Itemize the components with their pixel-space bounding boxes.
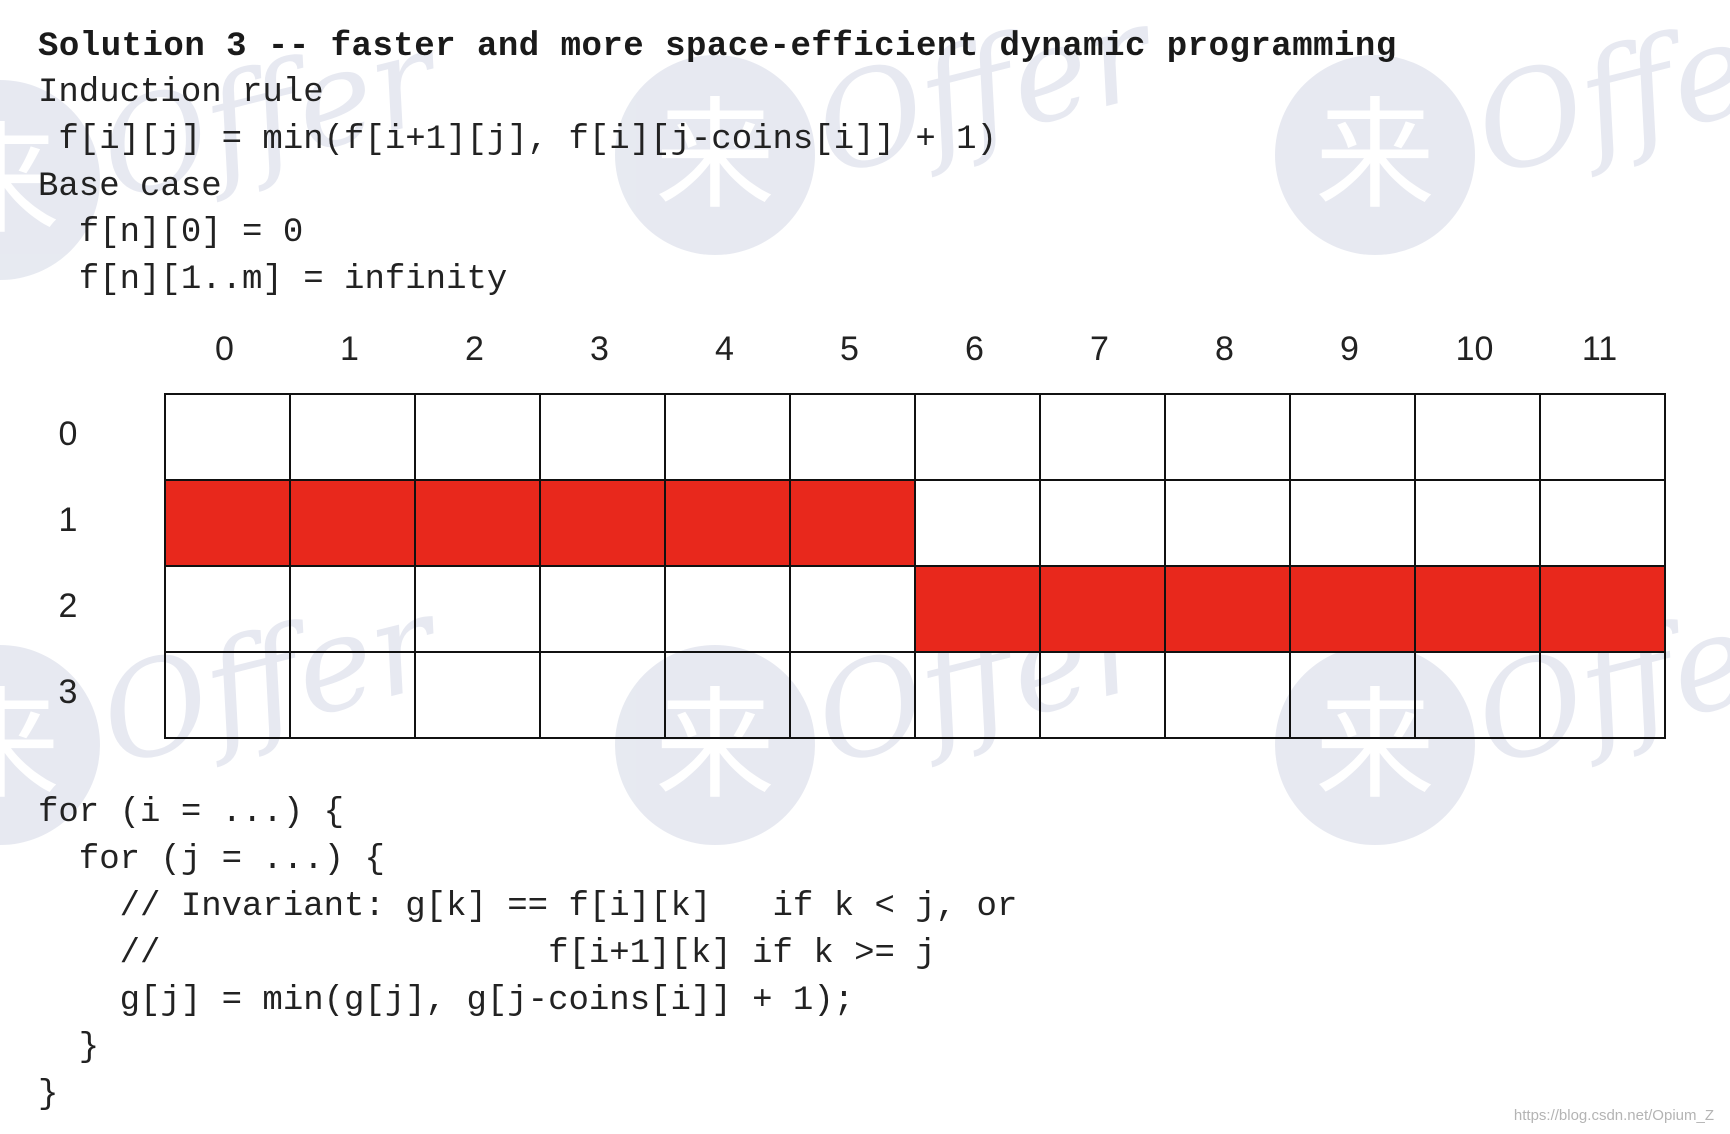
table-cell-highlighted — [1041, 567, 1166, 653]
table-cell — [166, 653, 291, 739]
slide-title: Solution 3 -- faster and more space-effi… — [38, 28, 1397, 66]
table-cell — [1041, 395, 1166, 481]
column-label: 0 — [215, 330, 234, 368]
table-cell — [1416, 395, 1541, 481]
table-cell — [916, 481, 1041, 567]
column-label: 3 — [590, 330, 609, 368]
table-cell — [166, 567, 291, 653]
table-cell — [1166, 481, 1291, 567]
table-cell-highlighted — [1416, 567, 1541, 653]
code-line: for (i = ...) { — [38, 794, 345, 832]
column-label: 6 — [965, 330, 984, 368]
table-cell — [1291, 481, 1416, 567]
column-label: 2 — [465, 330, 484, 368]
table-cell — [291, 395, 416, 481]
table-cell — [1166, 395, 1291, 481]
table-cell — [291, 653, 416, 739]
column-label: 4 — [715, 330, 734, 368]
code-line: } — [38, 1076, 59, 1114]
row-label: 3 — [58, 673, 78, 711]
base-case-line-1: f[n][0] = 0 — [38, 214, 304, 252]
code-line: // f[i+1][k] if k >= j — [38, 935, 936, 973]
base-case-heading: Base case — [38, 168, 222, 206]
induction-heading: Induction rule — [38, 74, 324, 112]
table-cell-highlighted — [416, 481, 541, 567]
table-cell — [541, 567, 666, 653]
table-cell — [1541, 481, 1666, 567]
table-cell — [1416, 481, 1541, 567]
table-cell — [1416, 653, 1541, 739]
table-cell-highlighted — [1541, 567, 1666, 653]
table-cell — [1166, 653, 1291, 739]
table-cell-highlighted — [791, 481, 916, 567]
table-cell-highlighted — [916, 567, 1041, 653]
row-label: 1 — [58, 501, 78, 539]
code-line: } — [38, 1029, 100, 1067]
table-cell — [291, 567, 416, 653]
table-cell-highlighted — [666, 481, 791, 567]
code-line: g[j] = min(g[j], g[j-coins[i]] + 1); — [38, 982, 855, 1020]
table-cell — [166, 395, 291, 481]
table-cell — [1291, 653, 1416, 739]
table-cell-highlighted — [166, 481, 291, 567]
column-label: 11 — [1581, 330, 1618, 368]
table-cell — [1041, 653, 1166, 739]
row-label: 0 — [58, 415, 78, 453]
table-cell — [791, 567, 916, 653]
induction-formula: f[i][j] = min(f[i+1][j], f[i][j-coins[i]… — [38, 121, 997, 159]
column-label: 5 — [840, 330, 859, 368]
table-cell — [916, 395, 1041, 481]
source-credit: https://blog.csdn.net/Opium_Z — [1513, 1107, 1714, 1124]
table-cell-highlighted — [541, 481, 666, 567]
column-label: 7 — [1090, 330, 1109, 368]
table-cell — [416, 653, 541, 739]
table-cell — [666, 653, 791, 739]
table-cell — [1291, 395, 1416, 481]
code-line: for (j = ...) { — [38, 841, 385, 879]
table-cell — [416, 395, 541, 481]
table-cell — [1041, 481, 1166, 567]
code-line: // Invariant: g[k] == f[i][k] if k < j, … — [38, 888, 1018, 926]
base-case-line-2: f[n][1..m] = infinity — [38, 261, 508, 299]
table-cell-highlighted — [1166, 567, 1291, 653]
row-label: 2 — [58, 587, 78, 625]
table-cell — [791, 653, 916, 739]
table-cell — [791, 395, 916, 481]
column-label: 10 — [1455, 330, 1494, 368]
column-label: 9 — [1340, 330, 1359, 368]
table-cell — [916, 653, 1041, 739]
column-label: 1 — [340, 330, 359, 368]
table-cell — [541, 653, 666, 739]
table-cell — [1541, 395, 1666, 481]
column-label: 8 — [1215, 330, 1234, 368]
dp-table — [164, 393, 1666, 739]
table-cell — [666, 567, 791, 653]
table-cell — [541, 395, 666, 481]
table-cell — [666, 395, 791, 481]
table-cell — [416, 567, 541, 653]
table-cell — [1541, 653, 1666, 739]
table-cell-highlighted — [1291, 567, 1416, 653]
table-cell-highlighted — [291, 481, 416, 567]
